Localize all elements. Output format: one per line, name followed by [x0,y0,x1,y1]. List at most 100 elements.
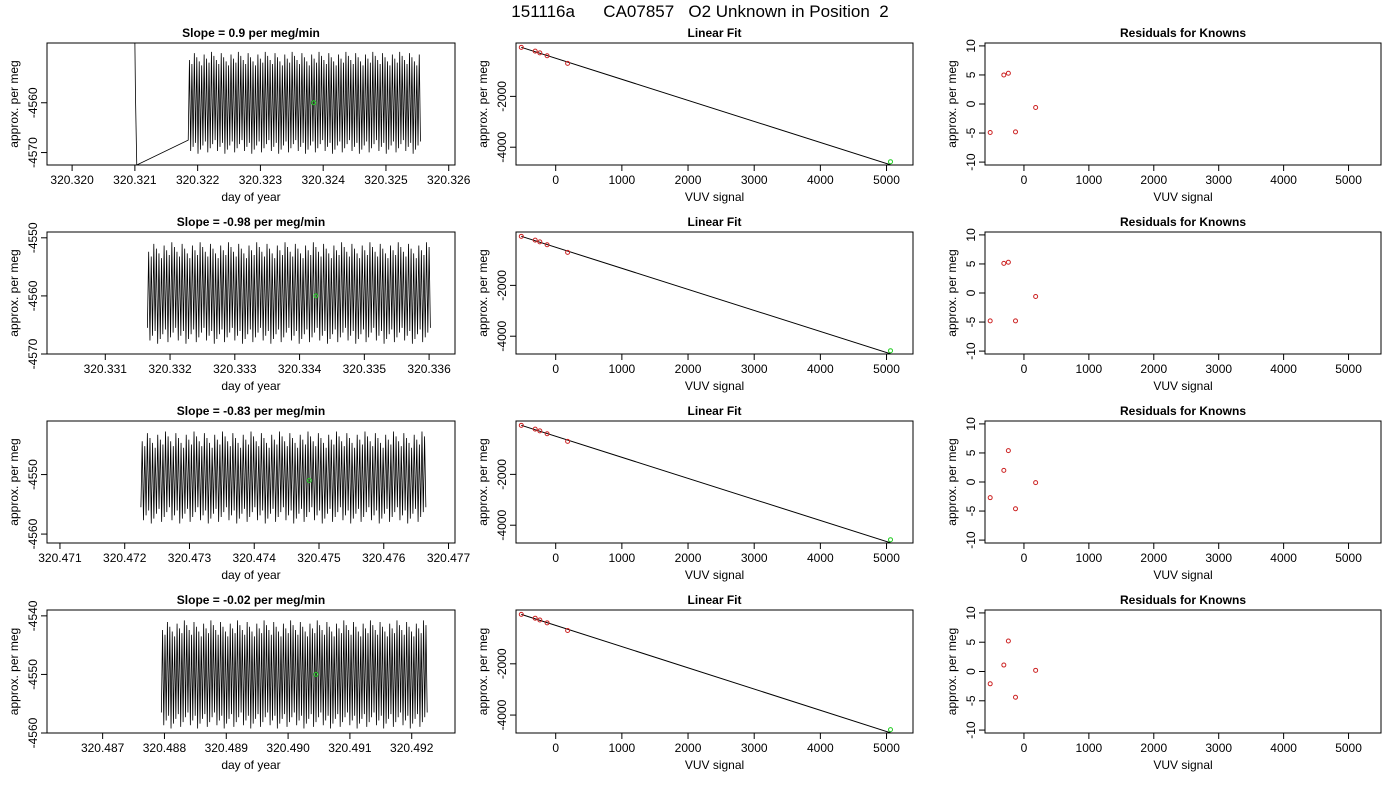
known-point [518,611,524,617]
y-tick-label: 5 [964,639,978,646]
x-tick-label: 320.321 [113,173,157,187]
known-point [537,617,543,623]
x-tick-label: 0 [1021,551,1028,565]
series-trace [160,620,428,729]
y-tick-label: -4000 [495,699,509,730]
x-tick-label: 3000 [741,362,768,376]
x-tick-label: 0 [552,173,559,187]
x-tick-label: 5000 [1335,173,1362,187]
x-tick-label: 1000 [609,551,636,565]
x-tick-label: 3000 [741,551,768,565]
x-tick-label: 320.489 [205,741,249,755]
x-tick-label: 320.492 [390,741,434,755]
residual-point [1013,318,1019,324]
known-point [537,50,543,56]
x-tick-label: 1000 [1076,741,1103,755]
x-tick-label: 1000 [609,741,636,755]
residual-point [987,129,993,135]
series-trace [146,242,431,344]
x-tick-label: 320.491 [328,741,372,755]
x-tick-label: 320.332 [148,362,192,376]
panel-timeseries-3: Slope = -0.83 per meg/min 320.471 320.472 3… [7,404,471,582]
x-axis-label: day of year [221,190,280,204]
x-tick-label: 4000 [1270,362,1297,376]
y-tick-label: 5 [964,71,978,78]
plot-frame [46,42,456,166]
panel-residuals-3: Residuals for Knowns 0 1000 2000 3000 4000 500… [945,404,1382,582]
x-tick-label: 320.336 [407,362,451,376]
x-axis-label: day of year [221,568,280,582]
x-tick-label: 4000 [807,741,834,755]
x-tick-label: 1000 [609,173,636,187]
panel-title: Residuals for Knowns [1120,593,1246,607]
x-tick-label: 1000 [1076,551,1103,565]
residual-point [1013,694,1019,700]
panel-title: Linear Fit [687,404,741,418]
y-axis-label: approx. per meg [476,60,490,147]
x-tick-label: 320.475 [297,551,341,565]
unknown-point [888,159,894,165]
y-tick-label: -4550 [26,459,40,490]
residual-point [1033,293,1039,299]
x-axis-label: VUV signal [1153,568,1212,582]
y-tick-label: -4550 [26,222,40,253]
plot-area [140,431,427,524]
x-tick-label: 1000 [1076,173,1103,187]
plot-area [160,620,428,729]
y-axis-label: approx. per meg [945,60,959,147]
panel-timeseries-4: Slope = -0.02 per meg/min 320.487 320.488 3… [7,593,456,772]
x-axis-label: VUV signal [1153,190,1212,204]
y-tick-label: 10 [964,417,978,431]
y-tick-label: -5 [964,695,978,706]
x-tick-label: 1000 [1076,362,1103,376]
known-point [565,438,571,444]
plot-frame [515,42,914,166]
panel-linear-fit-4: Linear Fit 0 1000 2000 3000 4000 5000 -4000 -200… [476,593,914,772]
panel-title: Residuals for Knowns [1120,404,1246,418]
y-tick-label: -4000 [495,321,509,352]
known-point [518,422,524,428]
y-axis-label: approx. per meg [476,628,490,715]
x-tick-label: 5000 [1335,741,1362,755]
panel-residuals-1: Residuals for Knowns 0 1000 2000 3000 4000 500… [945,26,1382,204]
y-tick-label: -2000 [495,81,509,112]
x-tick-label: 5000 [873,362,900,376]
x-tick-label: 320.326 [427,173,471,187]
y-axis-label: approx. per meg [945,628,959,715]
y-tick-label: -2000 [495,270,509,301]
x-tick-label: 3000 [1205,741,1232,755]
x-tick-label: 2000 [675,741,702,755]
x-tick-label: 320.472 [103,551,147,565]
plot-frame [46,231,456,355]
x-tick-label: 4000 [1270,173,1297,187]
x-tick-label: 3000 [1205,173,1232,187]
plot-frame [515,231,914,355]
residual-point [1005,70,1011,76]
known-point [544,53,550,59]
x-tick-label: 320.324 [301,173,345,187]
y-tick-label: 10 [964,39,978,53]
fit-line [521,613,893,733]
y-tick-label: 10 [964,606,978,620]
residual-point [1033,104,1039,110]
known-point [544,620,550,626]
panel-title: Linear Fit [687,215,741,229]
plot-frame [515,609,914,734]
x-tick-label: 5000 [1335,551,1362,565]
x-tick-label: 0 [1021,173,1028,187]
y-tick-label: 0 [964,668,978,675]
y-tick-label: -5 [964,505,978,516]
fit-line [521,235,893,354]
panel-title: Residuals for Knowns [1120,215,1246,229]
panel-title: Slope = 0.9 per meg/min [182,26,320,40]
x-tick-label: 320.488 [143,741,187,755]
plot-frame [984,42,1382,166]
residual-point [1001,662,1007,668]
y-tick-label: -4570 [26,338,40,369]
plot-area [134,43,421,165]
panel-linear-fit-3: Linear Fit 0 1000 2000 3000 4000 5000 -4000 -200… [476,404,914,582]
y-tick-label: -4570 [26,137,40,168]
unknown-point [313,293,319,299]
x-tick-label: 4000 [1270,741,1297,755]
fit-line [521,46,893,165]
